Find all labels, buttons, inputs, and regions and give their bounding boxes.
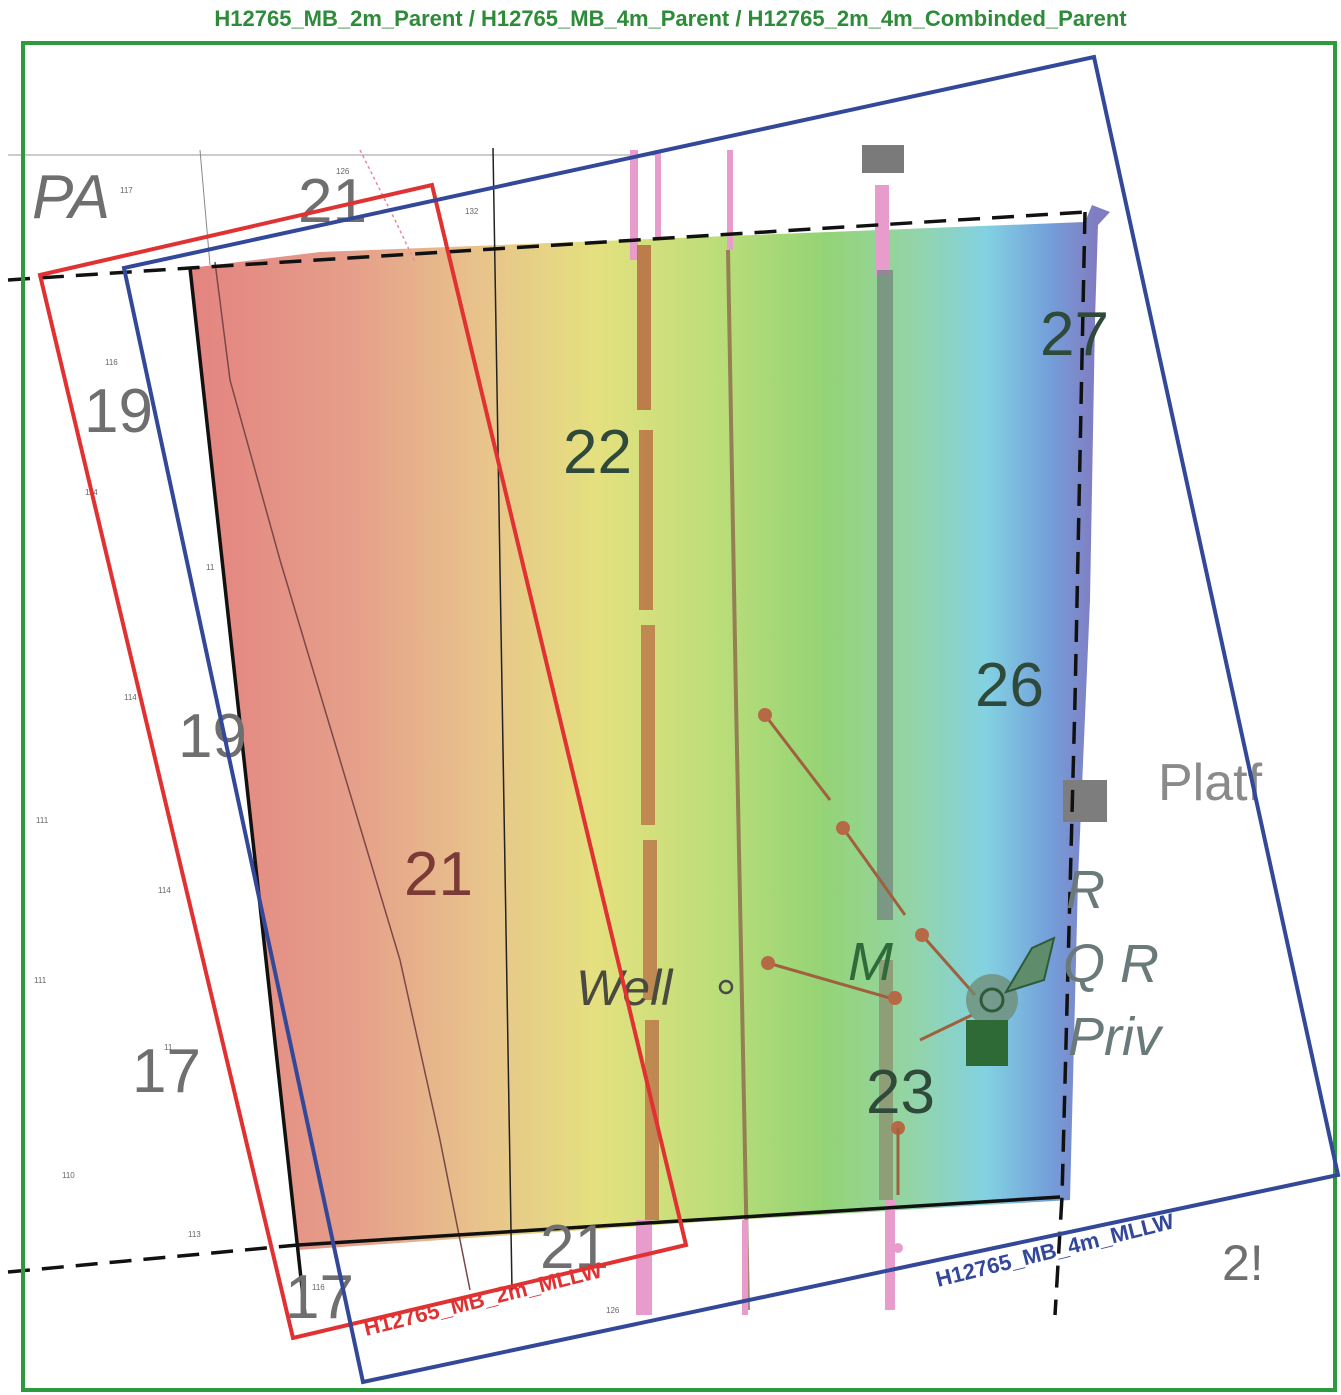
chart-grid-line — [199, 149, 211, 266]
sounding-27: 27 — [1040, 300, 1109, 369]
small-sounding: 11 — [164, 1043, 173, 1052]
small-sounding: 114 — [124, 693, 137, 702]
pipeline-feature — [879, 960, 893, 1200]
contour-line — [214, 261, 471, 1291]
mb-4m-label: H12765_MB_4m_MLLW — [933, 1208, 1177, 1291]
mb-2m-frame — [37, 182, 689, 1341]
platform-label: Platf — [1158, 754, 1263, 812]
pipeline-feature — [919, 1013, 973, 1042]
small-sounding: 110 — [62, 1171, 75, 1180]
pipeline-marker-icon — [893, 1243, 903, 1253]
small-sounding: 126 — [336, 167, 350, 176]
small-sounding: 132 — [465, 207, 479, 216]
small-sounding: 111 — [34, 976, 47, 985]
pipeline-feature — [877, 270, 893, 920]
survey-boundary — [188, 267, 307, 1316]
pipeline-feature — [639, 430, 653, 610]
pipeline-marker-icon — [758, 708, 772, 722]
qr-label: Q R — [1063, 934, 1159, 994]
sounding-25-partial: 2! — [1222, 1235, 1264, 1291]
pipeline-marker-icon — [761, 956, 775, 970]
small-sounding: 114 — [158, 886, 171, 895]
parent-frame — [21, 41, 1337, 1392]
sounding-26: 26 — [975, 651, 1044, 720]
priv-label: Priv — [1068, 1007, 1164, 1067]
pipeline-marker-icon — [836, 821, 850, 835]
sounding-17-bottom: 17 — [285, 1263, 354, 1332]
r-label: R — [1066, 860, 1105, 920]
sounding-23: 23 — [866, 1058, 935, 1127]
pipeline-marker-icon — [915, 928, 929, 942]
pipeline-feature — [885, 1200, 895, 1310]
sounding-17: 17 — [132, 1037, 201, 1106]
chart-grid-line — [492, 147, 513, 1291]
pipeline-feature — [643, 840, 657, 1000]
pipeline-feature — [727, 150, 733, 250]
survey-boundary-dashed — [7, 1243, 299, 1274]
pipeline-marker-icon — [888, 991, 902, 1005]
small-sounding: 111 — [36, 816, 49, 825]
small-sounding: 117 — [120, 186, 133, 195]
pipeline-feature — [636, 1220, 652, 1315]
pipeline-feature — [841, 827, 907, 916]
private-structure-icon — [966, 936, 1056, 1066]
m-label: M — [848, 932, 893, 992]
pipeline-feature — [630, 150, 638, 260]
small-sounding: 116 — [312, 1283, 325, 1292]
survey-boundary-dashed — [7, 210, 1086, 282]
contour-line — [359, 149, 416, 263]
survey-boundary-dashed — [1053, 211, 1087, 1316]
pipeline-feature — [726, 249, 750, 1311]
pipeline-feature — [763, 714, 832, 801]
pipeline-feature — [655, 150, 661, 240]
pipeline-feature — [875, 185, 889, 275]
well-circle-icon — [718, 979, 734, 995]
mb-2m-label: H12765_MB_2m_MLLW — [361, 1257, 605, 1340]
map-title: H12765_MB_2m_Parent / H12765_MB_4m_Paren… — [214, 6, 1127, 31]
sounding-pa: PA — [32, 163, 110, 232]
platform-square-icon — [1063, 780, 1107, 822]
small-sounding: 113 — [188, 1230, 201, 1239]
pipeline-feature — [767, 961, 891, 1000]
pipeline-feature — [641, 625, 655, 825]
small-sounding: 126 — [606, 1306, 620, 1315]
pipeline-feature — [637, 245, 651, 410]
pipeline-feature — [742, 1220, 748, 1315]
sounding-21-mid: 21 — [404, 840, 473, 909]
small-sounding: 11 — [206, 563, 215, 572]
sounding-19-upper: 19 — [84, 377, 153, 446]
sounding-22: 22 — [563, 418, 632, 487]
pipeline-feature — [645, 1020, 659, 1220]
sounding-19-mid: 19 — [178, 702, 247, 771]
small-sounding: 116 — [105, 358, 118, 367]
platform-square-icon — [862, 145, 904, 173]
pipeline-feature — [920, 934, 977, 996]
mb-4m-frame — [121, 54, 1341, 1385]
